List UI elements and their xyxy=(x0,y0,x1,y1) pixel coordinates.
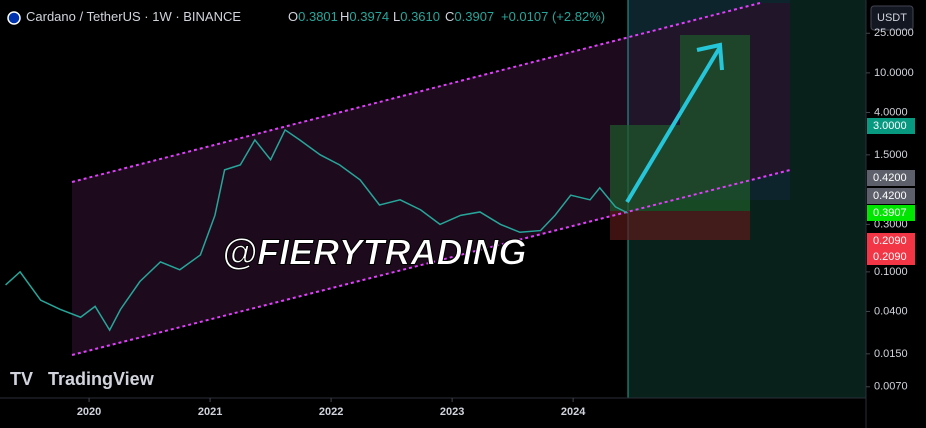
close: 0.3907 xyxy=(454,9,494,24)
l-label: L xyxy=(393,9,400,24)
price-label-bg xyxy=(867,170,915,186)
y-tick-label: 1.5000 xyxy=(874,149,908,161)
brand-logo: TV xyxy=(10,369,33,389)
x-tick-label: 2020 xyxy=(77,406,101,418)
x-tick-label: 2024 xyxy=(561,406,586,418)
header: Cardano / TetherUS · 1W · BINANCE O0.380… xyxy=(26,9,605,24)
c-label: C xyxy=(445,9,454,24)
open: 0.3801 xyxy=(298,9,338,24)
high: 0.3974 xyxy=(349,9,389,24)
price-label: 0.4200 xyxy=(873,190,907,202)
price-label: 0.3907 xyxy=(873,207,907,219)
x-tick-label: 2021 xyxy=(198,406,222,418)
target-zone xyxy=(680,35,750,211)
price-label-bg xyxy=(867,188,915,204)
channel-fill xyxy=(72,3,790,355)
price-label: 0.4200 xyxy=(873,172,907,184)
brand: TradingView xyxy=(48,369,155,389)
h-label: H xyxy=(340,9,349,24)
y-tick-label: 0.1000 xyxy=(874,266,908,278)
x-tick-label: 2022 xyxy=(319,406,343,418)
price-label-bg xyxy=(867,233,915,249)
price-label: 0.2090 xyxy=(873,235,907,247)
o-label: O xyxy=(288,9,298,24)
price-line xyxy=(5,128,628,332)
y-tick-label: 25.0000 xyxy=(874,27,914,39)
target-zone xyxy=(610,125,680,211)
currency[interactable]: USDT xyxy=(877,12,907,24)
symbol: Cardano / TetherUS · 1W · BINANCE xyxy=(26,9,241,24)
currency-button[interactable] xyxy=(870,5,914,31)
y-tick-label: 0.0070 xyxy=(874,381,908,393)
stop-zone xyxy=(610,211,750,240)
change: +0.0107 (+2.82%) xyxy=(501,9,605,24)
y-tick-label: 0.3000 xyxy=(874,218,908,230)
price-label-bg xyxy=(867,249,915,265)
low: 0.3610 xyxy=(400,9,440,24)
price-label-bg xyxy=(867,205,915,221)
price-label: 0.2090 xyxy=(873,251,907,263)
x-tick-label: 2023 xyxy=(440,406,464,418)
arrow-head xyxy=(696,42,724,71)
watermark: @FIERYTRADING xyxy=(222,232,526,273)
symbol-icon xyxy=(7,11,21,25)
price-label-bg xyxy=(867,118,915,134)
arrow xyxy=(625,45,722,204)
channel-upper xyxy=(71,2,761,183)
y-tick-label: 0.0400 xyxy=(874,305,908,317)
y-tick-label: 10.0000 xyxy=(874,67,914,79)
y-tick-label: 0.0150 xyxy=(874,348,908,360)
y-tick-label: 4.0000 xyxy=(874,106,908,118)
price-label: 3.0000 xyxy=(873,120,907,132)
